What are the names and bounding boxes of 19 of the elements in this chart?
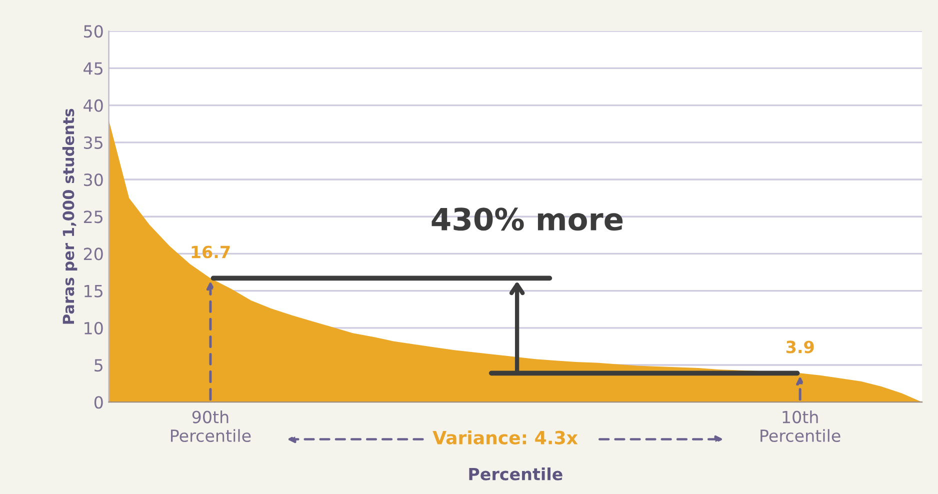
x-axis-title: Percentile bbox=[469, 467, 562, 480]
y-tick-label: 30 bbox=[84, 173, 103, 186]
y-tick-label: 0 bbox=[94, 396, 103, 409]
y-tick-label: 40 bbox=[84, 99, 103, 112]
annotation: 16.7 bbox=[192, 246, 230, 258]
x-tick-label: 90th Percentile bbox=[170, 410, 251, 442]
y-tick-label: 45 bbox=[84, 62, 102, 75]
y-tick-label: 35 bbox=[84, 136, 102, 149]
y-tick-label: 10 bbox=[84, 322, 103, 334]
x-tick-label: 10th Percentile bbox=[760, 410, 840, 442]
y-tick-label: 20 bbox=[84, 248, 103, 260]
y-tick-label: 25 bbox=[84, 210, 102, 224]
y-tick-label: 5 bbox=[94, 359, 102, 372]
text: Variance: 4.3x bbox=[432, 430, 578, 444]
annotation: 3.9 bbox=[786, 340, 814, 354]
annotation: 430% more bbox=[432, 208, 623, 231]
y-axis-title: Paras per 1,000 students bbox=[62, 108, 78, 324]
y-tick-label: 50 bbox=[84, 25, 103, 38]
y-tick-label: 15 bbox=[84, 285, 102, 298]
